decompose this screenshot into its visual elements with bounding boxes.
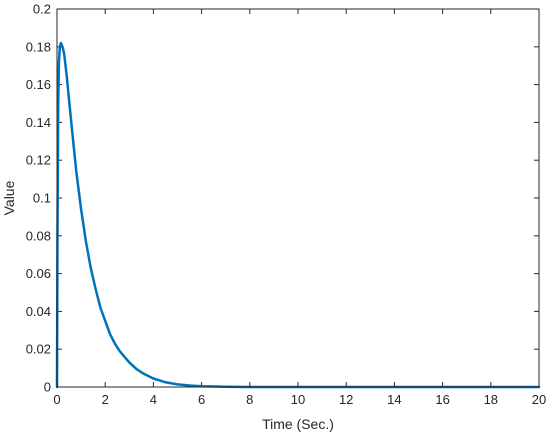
y-tick-label: 0.2	[33, 2, 51, 17]
y-tick-label: 0	[44, 380, 51, 395]
x-tick-label: 0	[53, 392, 60, 407]
x-tick-label: 16	[435, 392, 449, 407]
x-tick-label: 6	[198, 392, 205, 407]
x-axis-label: Time (Sec.)	[262, 416, 334, 432]
y-tick-label: 0.1	[33, 191, 51, 206]
y-tick-label: 0.04	[26, 304, 51, 319]
y-axis-label: Value	[1, 180, 17, 215]
plot-background	[57, 9, 539, 387]
y-tick-label: 0.14	[26, 115, 51, 130]
x-tick-label: 20	[532, 392, 546, 407]
y-tick-label: 0.06	[26, 266, 51, 281]
plot-frame	[56, 8, 540, 388]
y-tick-label: 0.08	[26, 228, 51, 243]
tick-labels: 0 2 4 6 8 10 12 14 16 18 20 0 0.02 0.04 0.06 0.08 0.1 0.1…	[26, 2, 547, 408]
x-tick-label: 14	[387, 392, 401, 407]
x-tick-label: 10	[291, 392, 305, 407]
x-tick-label: 18	[484, 392, 498, 407]
x-tick-label: 2	[102, 392, 109, 407]
y-tick-label: 0.18	[26, 39, 51, 54]
x-tick-label: 4	[150, 392, 157, 407]
y-tick-label: 0.02	[26, 342, 51, 357]
y-tick-label: 0.12	[26, 153, 51, 168]
x-tick-label: 8	[246, 392, 253, 407]
y-tick-label: 0.16	[26, 77, 51, 92]
x-tick-label: 12	[339, 392, 353, 407]
